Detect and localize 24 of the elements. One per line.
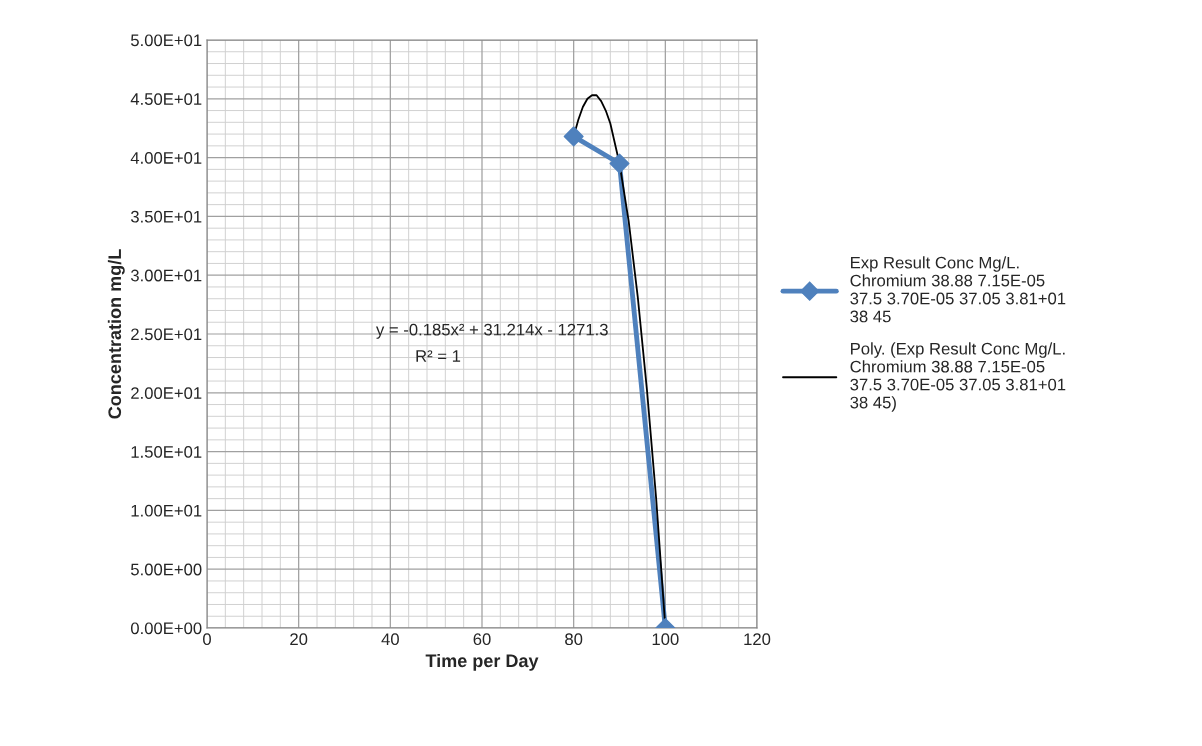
legend-label: Exp Result Conc Mg/L. Chromium 38.88 7.15E-05 37.5 3.70E-05 37.05 3.81+01 38 45	[850, 256, 1066, 323]
x-tick-label: 100	[652, 633, 679, 646]
x-tick-label: 40	[381, 633, 399, 646]
annotation: R² = 1	[416, 350, 461, 362]
x-tick-label: 60	[473, 633, 491, 646]
y-tick-label: 4.00E+01	[130, 152, 202, 164]
y-tick-label: 2.00E+01	[131, 387, 202, 399]
y-tick-label: 0.00E+00	[130, 622, 202, 635]
x-tick-label: 120	[744, 633, 771, 646]
x-axis-title: Time per Day	[425, 653, 539, 671]
y-tick-label: 3.00E+01	[130, 269, 202, 282]
y-tick-label: 5.00E+01	[130, 34, 202, 47]
y-axis-title: Concentration mg/L	[107, 249, 125, 419]
y-tick-label: 2.50E+01	[131, 328, 202, 341]
x-tick-label: 80	[565, 633, 583, 646]
x-tick-label: 20	[290, 633, 308, 646]
y-tick-label: 4.50E+01	[130, 93, 202, 105]
legend-label: Poly. (Exp Result Conc Mg/L. Chromium 38.88 7.15E-05 37.5 3.70E-05 37.05 3.81+01 38 45)	[850, 342, 1066, 412]
y-tick-label: 1.50E+01	[131, 446, 202, 458]
y-tick-label: 3.50E+01	[130, 210, 202, 223]
x-tick-label: 0	[203, 633, 211, 646]
y-tick-label: 5.00E+00	[130, 563, 202, 576]
annotation: y = -0.185x² + 31.214x - 1271.3	[376, 323, 608, 339]
y-tick-label: 1.00E+01	[131, 504, 202, 517]
